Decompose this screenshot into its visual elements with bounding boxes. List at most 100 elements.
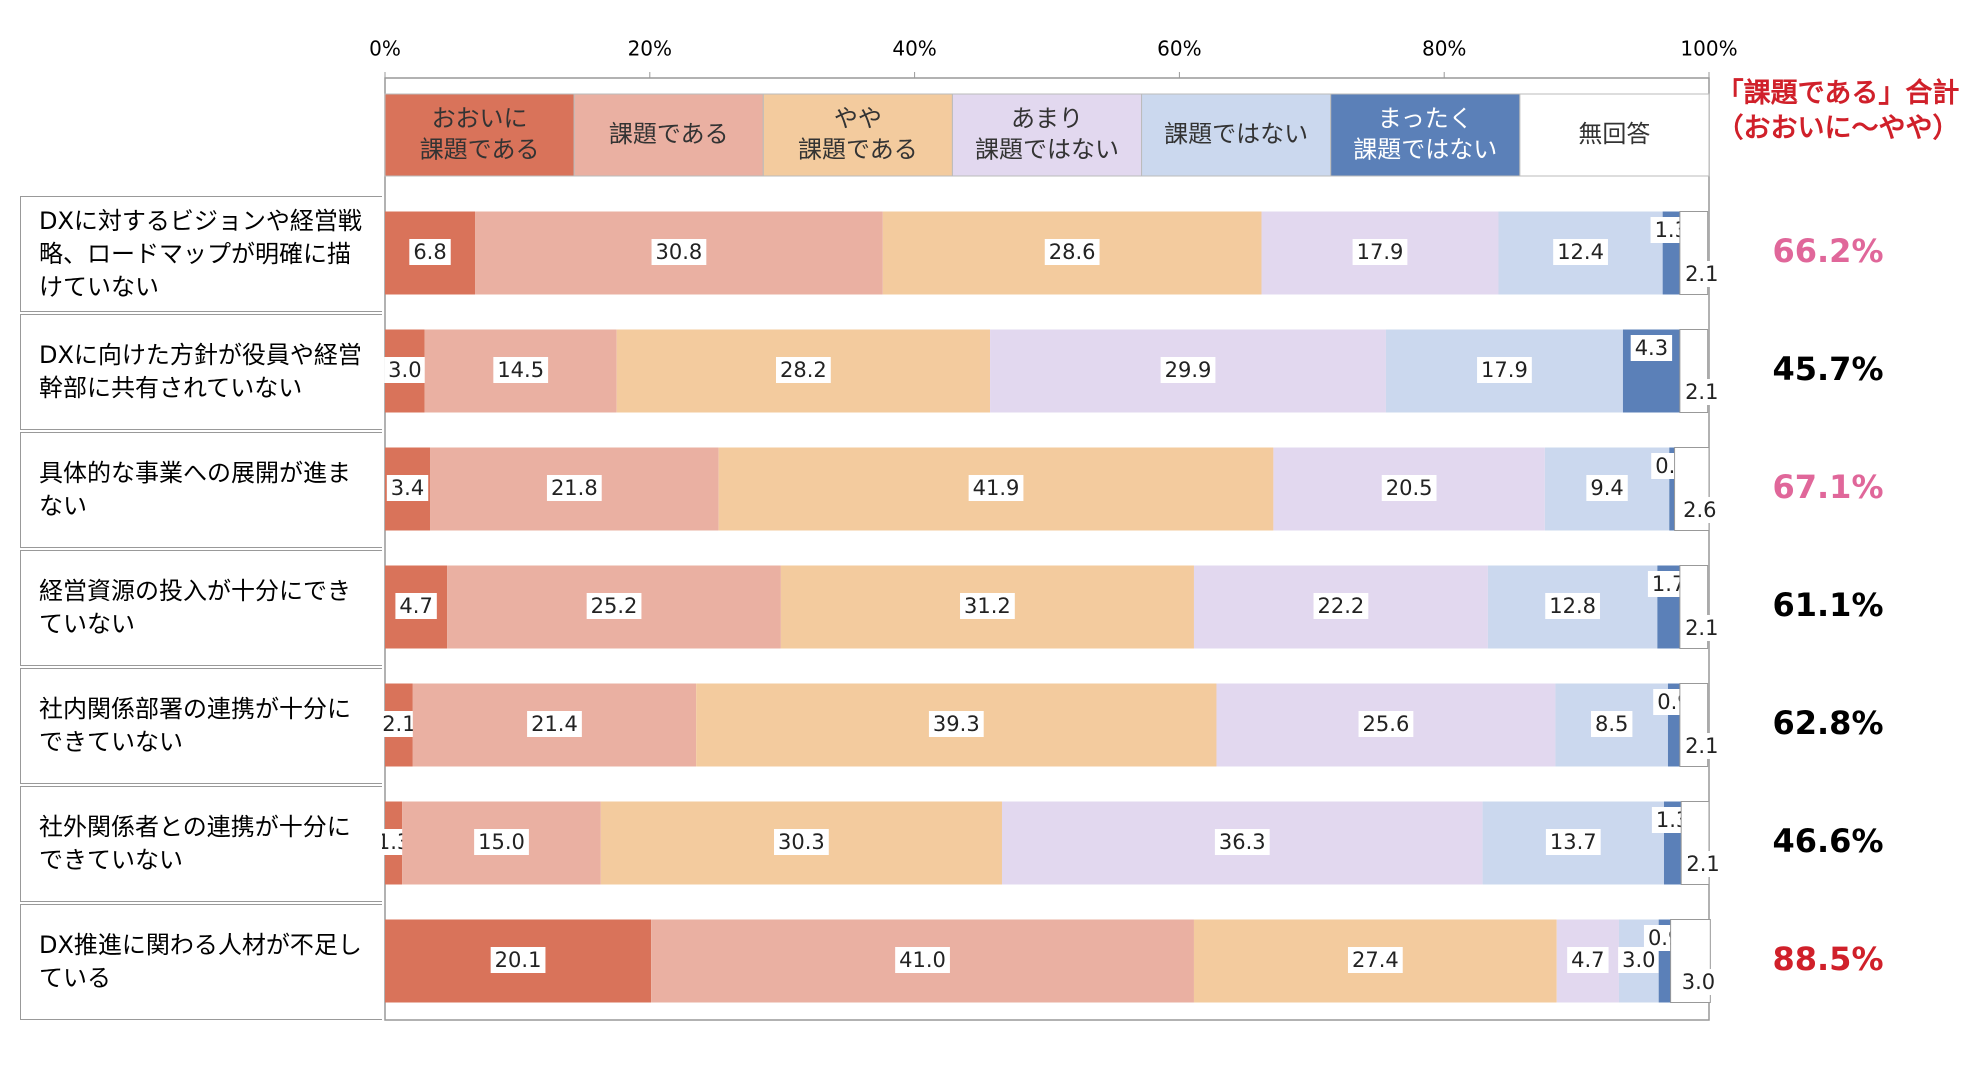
legend-swatch [1141,93,1332,177]
plot-frame [384,77,1710,1021]
value-label: 36.3 [1219,830,1266,854]
value-label-bg [1681,261,1723,287]
value-label-bg [1681,379,1723,405]
value-label-bg [384,357,426,383]
legend-label: 課題である [609,120,729,148]
total-label: 66.2% [1772,232,1883,270]
x-tick-label: 40% [892,37,936,61]
totals-title: 「課題である」合計（おおいに～やや） [1717,77,1960,144]
value-label: 2.6 [1683,498,1716,522]
value-label: 20.5 [1386,476,1433,500]
value-label-bg [1313,593,1369,619]
value-label: 12.4 [1557,240,1604,264]
bar-segment [1667,683,1680,767]
value-label-bg [776,357,831,383]
value-label-bg [546,475,602,501]
value-label-bg [1545,593,1601,619]
value-label: 4.3 [1635,336,1668,360]
value-label: 22.2 [1318,594,1365,618]
value-label: 3.0 [1622,948,1655,972]
x-tick-label: 0% [369,37,401,61]
value-label: 2.1 [1686,852,1719,876]
value-label-bg [409,239,451,265]
legend-label: おおいに課題である [420,104,540,163]
legend-label: まったく課題ではない [1353,104,1497,163]
category-label: 社内関係部署の連携が十分にできていない [20,668,382,784]
value-label: 27.4 [1352,948,1399,972]
total-label: 46.6% [1772,822,1883,860]
legend-swatch [1519,93,1710,177]
value-label-bg [1160,357,1216,383]
value-label-bg [1630,335,1673,361]
value-label-bg [395,593,437,619]
value-label-bg [1381,475,1437,501]
legend-swatch [951,93,1143,177]
value-label-bg [1681,733,1723,759]
total-label: 45.7% [1772,350,1883,388]
value-label: 3.0 [1682,970,1715,994]
category-label: 経営資源の投入が十分にできていない [20,550,382,666]
legend-swatch [1330,93,1521,177]
value-label-bg [527,711,582,737]
value-label: 15.0 [478,830,525,854]
value-label-bg [1477,357,1532,383]
value-label-bg [1553,239,1608,265]
value-label: 2.1 [1685,616,1718,640]
category-label: DXに向けた方針が役員や経営幹部に共有されていない [20,314,382,430]
value-label-bg [1358,711,1414,737]
value-label: 4.7 [1571,948,1604,972]
x-tick-label: 80% [1422,37,1466,61]
value-label-bg [968,475,1024,501]
value-label: 28.6 [1049,240,1096,264]
value-label-bg [490,947,546,973]
x-tick-label: 100% [1680,37,1737,61]
value-label-bg [774,829,829,855]
value-label: 3.4 [391,476,424,500]
value-label: 12.8 [1549,594,1596,618]
total-label: 62.8% [1772,704,1883,742]
value-label-bg [1590,711,1633,737]
value-label: 21.4 [531,712,578,736]
value-label: 41.9 [973,476,1020,500]
value-label: 28.2 [780,358,827,382]
bar-segment [1658,919,1671,1003]
total-label: 61.1% [1772,586,1883,624]
value-label-bg [1679,497,1721,523]
value-label: 20.1 [495,948,542,972]
value-label-bg [1044,239,1100,265]
value-label-bg [928,711,984,737]
value-label-bg [586,593,642,619]
x-tick-label: 60% [1157,37,1201,61]
value-label: 41.0 [899,948,946,972]
category-label: 具体的な事業への展開が進まない [20,432,382,548]
legend-label: あまり課題ではない [975,104,1119,163]
total-label: 88.5% [1772,940,1883,978]
value-label: 30.3 [778,830,825,854]
value-label: 3.0 [388,358,421,382]
value-label-bg [651,239,707,265]
value-label-bg [1677,969,1720,995]
legend-swatch [762,93,953,177]
value-label-bg [474,829,529,855]
value-label-bg [1567,947,1609,973]
value-label: 39.3 [933,712,980,736]
total-label: 67.1% [1772,468,1883,506]
value-label: 31.2 [964,594,1011,618]
value-label: 29.9 [1165,358,1212,382]
value-label: 6.8 [413,240,446,264]
legend-label: 課題ではない [1164,120,1308,148]
value-label-bg [1681,615,1723,641]
value-label-bg [1545,829,1601,855]
value-label-bg [386,475,429,501]
legend-swatch [384,93,575,177]
value-label: 8.5 [1595,712,1628,736]
value-label-bg [493,357,549,383]
category-label: DXに対するビジョンや経営戦略、ロードマップが明確に描けていない [20,196,382,312]
category-label: DX推進に関わる人材が不足している [20,904,382,1020]
value-label: 2.1 [382,712,415,736]
value-label-bg [1352,239,1408,265]
value-label-bg [1347,947,1403,973]
value-label-bg [895,947,950,973]
value-label: 17.9 [1481,358,1528,382]
